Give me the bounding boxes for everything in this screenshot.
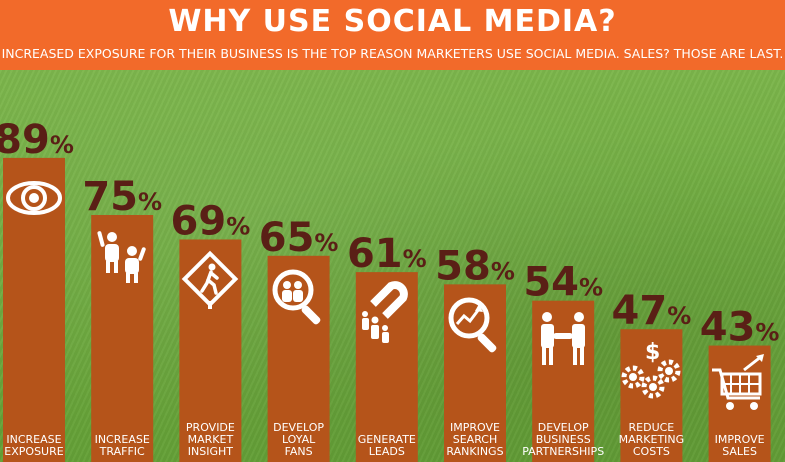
shopping-cart-icon [708, 353, 772, 418]
data-label-value: 75 [82, 174, 138, 220]
data-label-suffix: % [667, 302, 691, 330]
category-label: LOYAL [282, 433, 316, 446]
data-label-suffix: % [314, 229, 338, 257]
category-label: COSTS [633, 445, 670, 458]
category-label: MARKETING [619, 433, 685, 446]
data-label-suffix: % [755, 319, 779, 347]
data-label: 54% [523, 260, 603, 306]
magnify-people-icon [267, 264, 331, 328]
category-label: BUSINESS [536, 433, 591, 446]
people-waving-icon [90, 223, 154, 287]
data-label: 89% [0, 117, 74, 163]
category-label: PROVIDE [186, 421, 235, 434]
category-label: LEADS [369, 445, 405, 458]
magnet-people-icon [355, 280, 419, 344]
data-label-value: 61 [347, 231, 403, 277]
header-banner [0, 0, 785, 70]
data-label-value: 58 [435, 243, 491, 289]
data-label: 61% [347, 231, 427, 277]
data-label-suffix: % [403, 245, 427, 273]
category-label: INSIGHT [188, 445, 233, 458]
category-label: PARTNERSHIPS [522, 445, 604, 458]
data-label-suffix: % [138, 188, 162, 216]
pedestrian-sign-icon [178, 247, 242, 311]
eye-icon [2, 166, 66, 230]
svg-text:$: $ [645, 340, 660, 365]
data-label-value: 69 [171, 198, 227, 244]
handshake-icon [531, 309, 595, 373]
category-label: REDUCE [629, 421, 675, 434]
data-label-value: 43 [700, 305, 756, 351]
search-growth-icon [443, 292, 507, 356]
category-label: EXPOSURE [4, 445, 63, 458]
category-label: IMPROVE [715, 433, 765, 446]
category-label: INCREASE [95, 433, 150, 446]
data-label-value: 54 [523, 260, 579, 306]
data-label-suffix: % [226, 212, 250, 240]
page-title: WHY USE SOCIAL MEDIA? [168, 4, 617, 39]
data-label-suffix: % [579, 274, 603, 302]
category-label: DEVELOP [273, 421, 324, 434]
data-label: 43% [700, 305, 780, 351]
category-label: DEVELOP [538, 421, 589, 434]
bar [708, 345, 771, 462]
category-label: SEARCH [453, 433, 498, 446]
page-subtitle: INCREASED EXPOSURE FOR THEIR BUSINESS IS… [1, 46, 784, 61]
category-label: GENERATE [358, 433, 416, 446]
data-label-suffix: % [50, 131, 74, 159]
category-label: RANKINGS [446, 445, 503, 458]
category-label: IMPROVE [450, 421, 500, 434]
data-label-value: 89 [0, 117, 50, 163]
category-label: FANS [285, 445, 313, 458]
category-label: INCREASE [6, 433, 61, 446]
data-label: 58% [435, 243, 515, 289]
category-label: MARKET [188, 433, 234, 446]
data-label-value: 65 [259, 215, 315, 261]
data-label: 65% [259, 215, 339, 261]
data-label: 47% [612, 288, 692, 334]
category-label: TRAFFIC [99, 445, 145, 458]
data-label-value: 47 [612, 288, 668, 334]
data-label-suffix: % [491, 257, 515, 285]
gears-dollar-icon: $ [619, 337, 683, 401]
data-label: 75% [82, 174, 162, 220]
bar [355, 272, 418, 462]
category-label: SALES [722, 445, 757, 458]
data-label: 69% [171, 198, 251, 244]
